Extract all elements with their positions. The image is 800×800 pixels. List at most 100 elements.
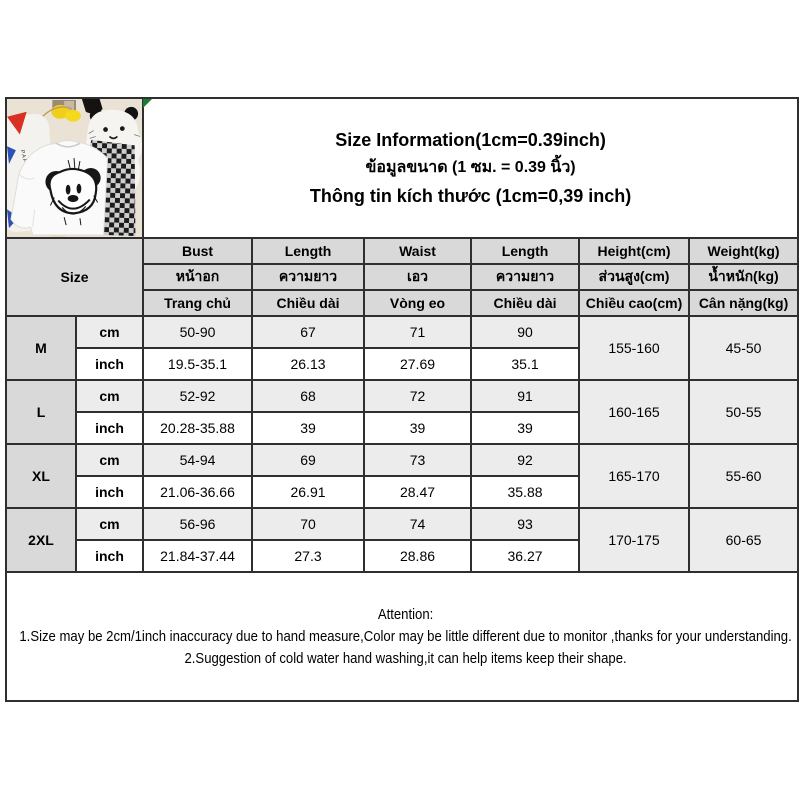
row-2xl-cm: 2XL cm 56-96 70 74 93 170-175 60-65 <box>5 507 800 573</box>
header-length2-vi: Chiều dài <box>470 289 581 317</box>
title-row: PAPA CAT <box>4 97 800 239</box>
cell-corner-marker <box>143 99 152 108</box>
data-cell: 92 <box>470 443 581 477</box>
data-cell: 93 <box>470 507 581 541</box>
row-m-inch: inch 19.5-35.1 26.13 27.69 35.1 <box>6 347 798 381</box>
header-waist-th: เอว <box>363 263 473 291</box>
header-height-en: Height(cm) <box>578 237 691 265</box>
attention-heading: Attention: <box>377 605 434 623</box>
header-row-th: หน้าอก ความยาว เอว ความยาว ส่วนสูง(cm) น… <box>6 263 800 291</box>
row-l-inch: inch 20.28-35.88 39 39 39 <box>6 411 798 445</box>
data-cell: 28.47 <box>363 475 473 509</box>
data-cell: 20.28-35.88 <box>142 411 254 445</box>
header-bust-en: Bust <box>142 237 254 265</box>
weight-cell: 55-60 <box>688 443 800 509</box>
title-block: Size Information(1cm=0.39inch) ข้อมูลขนา… <box>142 97 800 239</box>
data-cell: 90 <box>470 315 581 349</box>
unit-label: inch <box>74 475 145 509</box>
header-length-en: Length <box>251 237 366 265</box>
data-cell: 72 <box>363 379 473 413</box>
unit-label: inch <box>74 411 145 445</box>
data-cell: 36.27 <box>470 539 581 573</box>
data-cell: 50-90 <box>142 315 254 349</box>
header-row-vi: Trang chủ Chiều dài Vòng eo Chiều dài Ch… <box>6 289 800 317</box>
header-length-vi: Chiều dài <box>251 289 366 317</box>
row-xl-inch: inch 21.06-36.66 26.91 28.47 35.88 <box>6 475 798 509</box>
title-vi: Thông tin kích thước (1cm=0,39 inch) <box>309 186 632 206</box>
data-cell: 67 <box>251 315 366 349</box>
size-table: PAPA CAT <box>4 97 800 702</box>
blue-patch <box>8 146 16 165</box>
header-height-th: ส่วนสูง(cm) <box>578 263 691 291</box>
data-cell: 26.13 <box>251 347 366 381</box>
header-length2-en: Length <box>470 237 581 265</box>
attention-cell: Attention: 1.Size may be 2cm/1inch inacc… <box>4 571 800 702</box>
header-waist-vi: Vòng eo <box>363 289 473 317</box>
attention-row: Attention: 1.Size may be 2cm/1inch inacc… <box>4 571 800 702</box>
header-length2-th: ความยาว <box>470 263 581 291</box>
product-photo-cell: PAPA CAT <box>4 97 145 239</box>
data-cell: 19.5-35.1 <box>142 347 254 381</box>
height-cell: 160-165 <box>578 379 691 445</box>
attention-line-1: 1.Size may be 2cm/1inch inaccuracy due t… <box>19 627 792 645</box>
unit-label: cm <box>74 443 145 477</box>
header-row-en: Size Bust Length Waist Length Height(cm)… <box>4 237 800 317</box>
attention-text: Attention: 1.Size may be 2cm/1inch inacc… <box>8 603 796 671</box>
weight-cell: 60-65 <box>688 507 800 573</box>
height-cell: 170-175 <box>578 507 691 573</box>
data-cell: 68 <box>251 379 366 413</box>
header-bust-th: หน้าอก <box>142 263 254 291</box>
data-cell: 35.1 <box>470 347 581 381</box>
data-cell: 70 <box>251 507 366 541</box>
data-cell: 71 <box>363 315 473 349</box>
weight-cell: 50-55 <box>688 379 800 445</box>
data-cell: 39 <box>470 411 581 445</box>
title-en: Size Information(1cm=0.39inch) <box>335 130 606 150</box>
data-cell: 21.06-36.66 <box>142 475 254 509</box>
size-label-2xl: 2XL <box>5 507 77 573</box>
data-cell: 69 <box>251 443 366 477</box>
header-weight-th: น้ำหนัก(kg) <box>688 263 800 291</box>
mickey-print <box>45 158 101 226</box>
row-2xl-inch: inch 21.84-37.44 27.3 28.86 36.27 <box>6 539 798 573</box>
size-label-xl: XL <box>5 443 77 509</box>
product-photo: PAPA CAT <box>8 100 142 236</box>
neckline <box>55 142 81 148</box>
title-th: ข้อมูลขนาด (1 ซม. = 0.39 นิ้ว) <box>365 159 576 176</box>
unit-label: inch <box>74 539 145 573</box>
data-cell: 91 <box>470 379 581 413</box>
unit-label: cm <box>74 315 145 349</box>
size-label-l: L <box>5 379 77 445</box>
size-header: Size <box>4 237 145 317</box>
row-xl-cm: XL cm 54-94 69 73 92 165-170 55-60 <box>5 443 800 509</box>
attention-line-2: 2.Suggestion of cold water hand washing,… <box>184 649 627 667</box>
data-cell: 28.86 <box>363 539 473 573</box>
data-cell: 27.69 <box>363 347 473 381</box>
data-cell: 73 <box>363 443 473 477</box>
unit-label: inch <box>74 347 145 381</box>
data-cell: 54-94 <box>142 443 254 477</box>
unit-label: cm <box>74 507 145 541</box>
header-length-th: ความยาว <box>251 263 366 291</box>
header-waist-en: Waist <box>363 237 473 265</box>
height-cell: 165-170 <box>578 443 691 509</box>
header-weight-vi: Cân nặng(kg) <box>688 289 800 317</box>
size-label-m: M <box>5 315 77 381</box>
data-cell: 39 <box>363 411 473 445</box>
weight-cell: 45-50 <box>688 315 800 381</box>
data-cell: 26.91 <box>251 475 366 509</box>
row-m-cm: M cm 50-90 67 71 90 155-160 45-50 <box>5 315 800 381</box>
row-l-cm: L cm 52-92 68 72 91 160-165 50-55 <box>5 379 800 445</box>
height-cell: 155-160 <box>578 315 691 381</box>
data-cell: 21.84-37.44 <box>142 539 254 573</box>
header-bust-vi: Trang chủ <box>142 289 254 317</box>
header-height-vi: Chiều cao(cm) <box>578 289 691 317</box>
red-patch <box>8 111 27 135</box>
header-weight-en: Weight(kg) <box>688 237 800 265</box>
data-cell: 39 <box>251 411 366 445</box>
data-cell: 35.88 <box>470 475 581 509</box>
data-cell: 27.3 <box>251 539 366 573</box>
data-cell: 56-96 <box>142 507 254 541</box>
data-cell: 74 <box>363 507 473 541</box>
